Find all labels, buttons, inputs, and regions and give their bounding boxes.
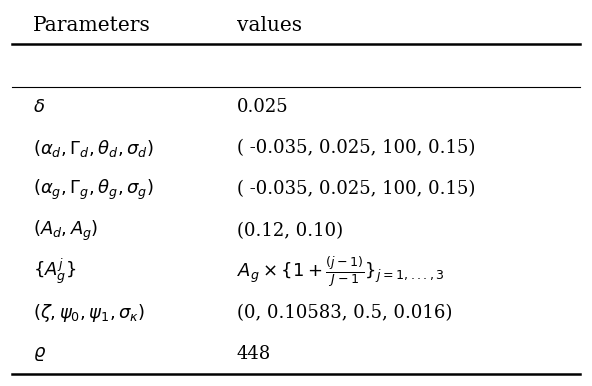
Text: ( -0.035, 0.025, 100, 0.15): ( -0.035, 0.025, 100, 0.15) bbox=[237, 139, 475, 157]
Text: $(\alpha_g, \Gamma_g, \theta_g, \sigma_g)$: $(\alpha_g, \Gamma_g, \theta_g, \sigma_g… bbox=[33, 178, 153, 201]
Text: $(\alpha_d, \Gamma_d, \theta_d, \sigma_d)$: $(\alpha_d, \Gamma_d, \theta_d, \sigma_d… bbox=[33, 138, 153, 159]
Text: $(A_d, A_g)$: $(A_d, A_g)$ bbox=[33, 218, 98, 243]
Text: (0, 0.10583, 0.5, 0.016): (0, 0.10583, 0.5, 0.016) bbox=[237, 304, 452, 322]
Text: (0.12, 0.10): (0.12, 0.10) bbox=[237, 222, 343, 240]
Text: 0.025: 0.025 bbox=[237, 98, 288, 117]
Text: values: values bbox=[237, 15, 302, 35]
Text: $\varrho$: $\varrho$ bbox=[33, 345, 46, 363]
Text: ( -0.035, 0.025, 100, 0.15): ( -0.035, 0.025, 100, 0.15) bbox=[237, 181, 475, 198]
Text: 448: 448 bbox=[237, 345, 271, 363]
Text: $A_g \times \{1 + \frac{(j-1)}{J-1}\}_{j=1,...,3}$: $A_g \times \{1 + \frac{(j-1)}{J-1}\}_{j… bbox=[237, 254, 445, 289]
Text: $\{A_g^j\}$: $\{A_g^j\}$ bbox=[33, 257, 76, 286]
Text: Parameters: Parameters bbox=[33, 15, 150, 35]
Text: $(\zeta, \psi_0, \psi_1, \sigma_\kappa)$: $(\zeta, \psi_0, \psi_1, \sigma_\kappa)$ bbox=[33, 302, 144, 324]
Text: $\delta$: $\delta$ bbox=[33, 98, 45, 117]
